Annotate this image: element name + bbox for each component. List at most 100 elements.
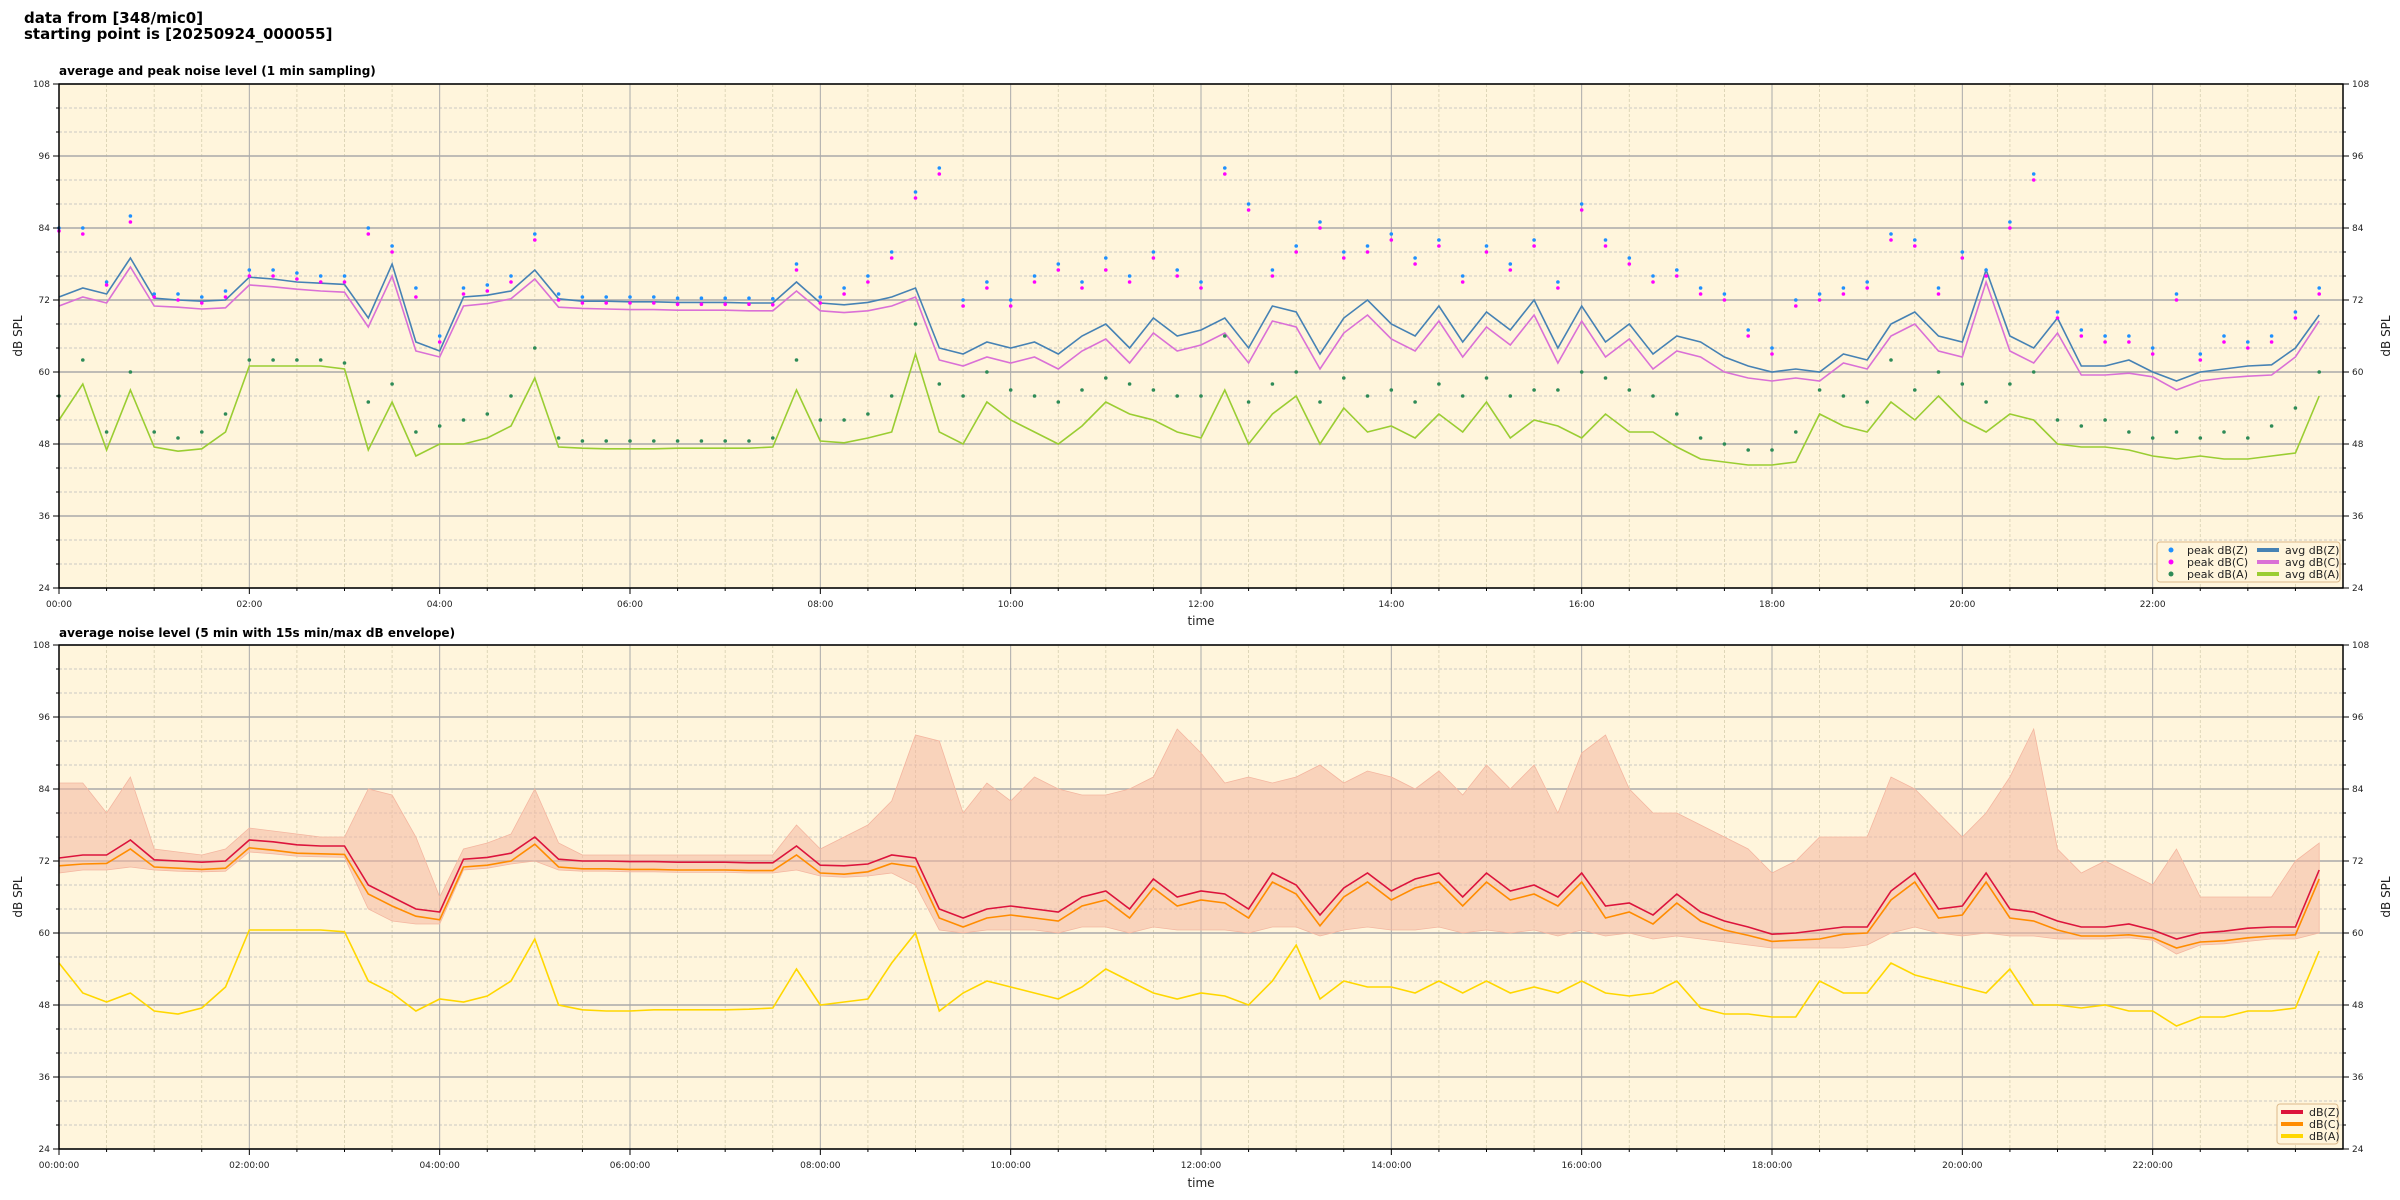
scatter-point-peakdbc (2269, 340, 2274, 344)
scatter-point-peakdba (1960, 382, 1965, 386)
scatter-point-peakdbc (2150, 352, 2155, 356)
scatter-point-peakdba (961, 394, 965, 398)
scatter-point-peakdbc (2127, 340, 2131, 344)
y-tick-label: 96 (2352, 152, 2364, 162)
scatter-point-peakdba (2079, 424, 2084, 428)
series-line-avgdbz (58, 256, 2320, 382)
scatter-point-peakdbz (1913, 238, 1917, 242)
x-tick-label: 04:00:00 (419, 1161, 460, 1171)
scatter-point-peakdbz (2222, 334, 2226, 338)
scatter-point-peakdbc (580, 301, 585, 305)
scatter-point-peakdbz (1056, 262, 1061, 266)
scatter-point-peakdbz (771, 297, 775, 301)
scatter-point-peakdbz (200, 295, 204, 299)
scatter-point-peakdba (1460, 394, 1465, 398)
scatter-point-peakdba (1746, 448, 1750, 452)
scatter-point-peakdba (2317, 370, 2321, 374)
scatter-point-peakdba (771, 436, 775, 440)
scatter-point-peakdba (271, 358, 275, 362)
scatter-point-peakdbz (1770, 346, 1774, 350)
scatter-point-peakdbc (152, 295, 156, 299)
scatter-point-peakdbc (1199, 286, 1203, 290)
y-tick-label: 36 (2352, 1073, 2364, 1083)
scatter-point-peakdbc (1984, 274, 1988, 278)
y-tick-label: 72 (39, 857, 50, 867)
scatter-point-peakdba (723, 439, 727, 443)
scatter-point-peakdba (2198, 436, 2203, 440)
scatter-point-peakdba (533, 346, 537, 350)
scatter-point-peakdbz (961, 298, 965, 302)
scatter-point-peakdba (1484, 376, 1489, 380)
scatter-point-peakdbz (2079, 328, 2084, 332)
scatter-point-peakdbz (1627, 256, 1632, 260)
scatter-point-peakdba (2269, 424, 2274, 428)
scatter-point-peakdbc (889, 256, 894, 260)
scatter-point-peakdbz (652, 295, 656, 299)
y-tick-label: 84 (39, 785, 51, 795)
bottom-chart-title: average noise level (5 min with 15s min/… (59, 626, 455, 640)
scatter-point-peakdbc (1127, 280, 1132, 284)
scatter-point-peakdbc (1508, 268, 1513, 272)
scatter-point-peakdbz (1817, 292, 1822, 296)
scatter-point-peakdbz (1532, 238, 1536, 242)
series-line-avgdba (58, 351, 2320, 466)
scatter-point-peakdba (390, 382, 394, 386)
scatter-point-peakdbc (652, 301, 656, 305)
scatter-point-peakdbc (937, 172, 942, 176)
scatter-point-peakdbc (2317, 292, 2321, 296)
y-tick-label: 60 (39, 929, 51, 939)
scatter-point-peakdbz (1651, 274, 1655, 278)
scatter-point-peakdbc (1579, 208, 1584, 212)
scatter-point-peakdbz (1889, 232, 1893, 236)
y-tick-label: 36 (2352, 512, 2364, 522)
x-tick-label: 14:00:00 (1371, 1161, 1412, 1171)
y-tick-label: 84 (2352, 224, 2364, 234)
scatter-point-peakdba (866, 412, 870, 416)
scatter-point-peakdbz (2293, 310, 2298, 314)
scatter-point-peakdba (699, 439, 704, 443)
scatter-point-peakdba (1413, 400, 1417, 404)
envelope-band (58, 727, 2320, 955)
scatter-point-peakdba (104, 430, 109, 434)
x-tick-label: 10:00 (998, 600, 1024, 610)
scatter-point-peakdbz (271, 268, 275, 272)
scatter-point-peakdba (414, 430, 418, 434)
scatter-point-peakdba (1389, 388, 1394, 392)
scatter-point-peakdbc (223, 295, 228, 299)
scatter-point-peakdbz (675, 296, 680, 301)
scatter-point-peakdbc (318, 280, 323, 284)
scatter-point-peakdbc (913, 196, 918, 200)
scatter-point-peakdba (1032, 394, 1037, 398)
y-tick-label: 108 (2352, 80, 2369, 90)
x-tick-label: 18:00 (1759, 600, 1785, 610)
scatter-point-peakdba (2103, 418, 2107, 422)
scatter-point-peakdba (747, 439, 751, 443)
scatter-point-peakdbc (2055, 316, 2060, 320)
scatter-point-peakdbz (1936, 286, 1941, 290)
y-tick-label: 60 (2352, 929, 2364, 939)
legend: peak dB(Z)peak dB(C)peak dB(A)avg dB(Z)a… (2156, 541, 2341, 583)
scatter-point-peakdbc (200, 301, 204, 305)
scatter-point-peakdbc (128, 220, 133, 224)
scatter-point-peakdbz (1746, 328, 1750, 332)
scatter-point-peakdbc (1651, 280, 1655, 284)
scatter-point-peakdbc (390, 250, 394, 254)
scatter-point-peakdba (1722, 442, 1727, 446)
scatter-point-peakdba (1817, 388, 1822, 392)
scatter-point-peakdbc (1460, 280, 1465, 284)
scatter-point-peakdbc (794, 268, 799, 272)
scatter-point-peakdba (1270, 382, 1275, 386)
header-start-point: starting point is [20250924_000055] (24, 25, 332, 43)
scatter-point-peakdbz (604, 295, 608, 299)
scatter-point-peakdba (842, 418, 846, 422)
y-tick-label: 48 (39, 440, 51, 450)
scatter-point-peakdbc (271, 274, 275, 278)
x-tick-label: 08:00 (807, 600, 833, 610)
scatter-point-peakdbc (1913, 244, 1917, 248)
scatter-point-peakdba (485, 412, 490, 416)
scatter-point-peakdbz (509, 274, 513, 278)
scatter-point-peakdbz (1437, 238, 1441, 242)
scatter-point-peakdbc (2174, 298, 2179, 302)
scatter-point-peakdba (675, 439, 680, 443)
scatter-point-peakdbz (152, 292, 156, 296)
